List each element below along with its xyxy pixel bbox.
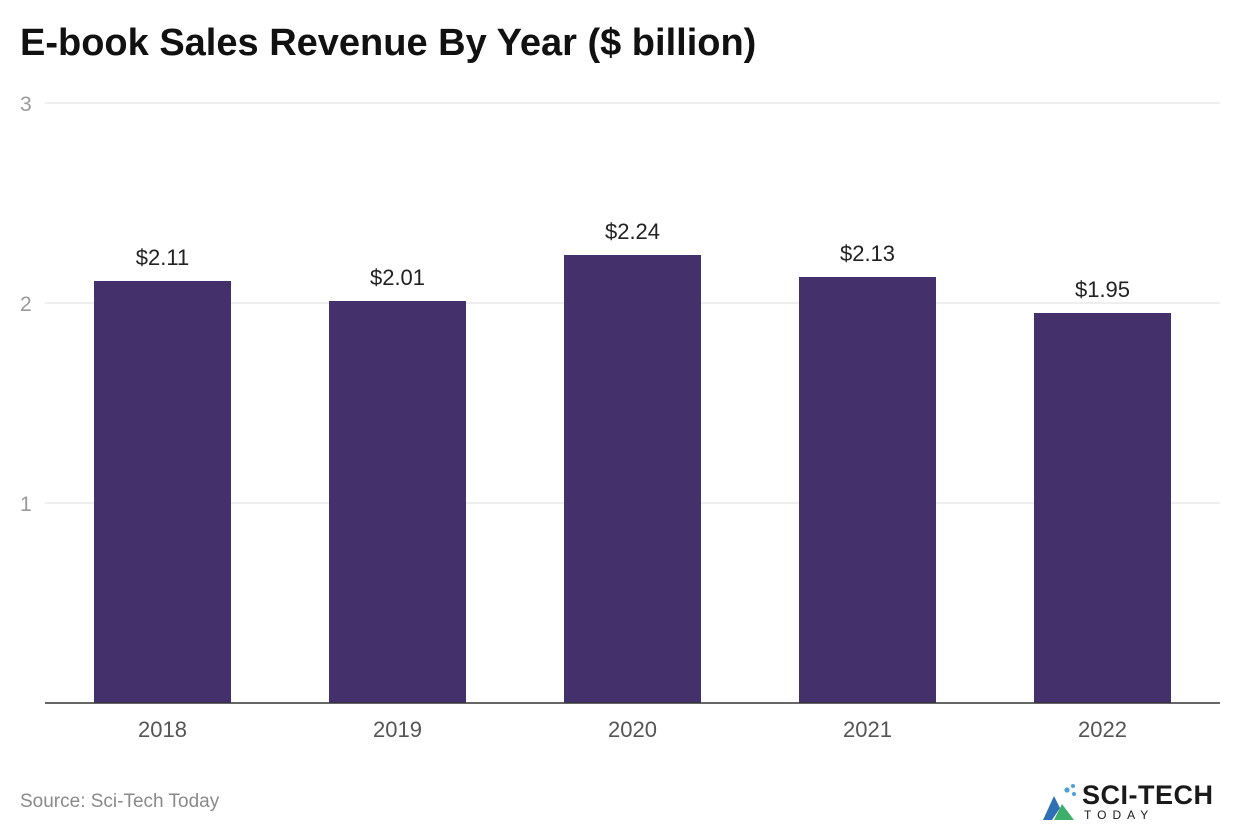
data-label: $2.11: [136, 245, 189, 270]
data-label: $1.95: [1075, 277, 1130, 302]
data-label: $2.13: [840, 241, 895, 266]
y-tick-label: 3: [20, 93, 32, 116]
chart-title: E-book Sales Revenue By Year ($ billion): [20, 22, 757, 64]
logo-triangle-left: [1043, 796, 1060, 820]
bar-2018: [94, 281, 231, 703]
logo-dot: [1072, 792, 1076, 796]
x-tick-label: 2018: [138, 717, 187, 742]
y-tick-label: 2: [20, 293, 32, 316]
logo-triangle-right: [1054, 804, 1074, 820]
x-tick-label: 2021: [843, 717, 892, 742]
bar-2021: [799, 277, 936, 703]
logo-dot: [1064, 787, 1070, 793]
y-axis-ticks: 1 2 3: [20, 93, 32, 516]
y-tick-label: 1: [20, 493, 32, 516]
x-tick-label: 2019: [373, 717, 422, 742]
bar-2022: [1034, 313, 1171, 703]
sci-tech-logo-icon: [1043, 784, 1076, 820]
bar-chart: 123 $2.11$2.01$2.24$2.13$1.95 2018 2019 20…: [20, 93, 1220, 742]
source-note: Source: Sci-Tech Today: [20, 791, 220, 812]
bar-2019: [329, 301, 466, 703]
data-labels: $2.11 $2.01 $2.24 $2.13 $1.95: [136, 219, 1130, 302]
bar-2020: [564, 255, 701, 703]
sci-tech-logo: SCI-TECH TODAY: [1040, 778, 1220, 826]
logo-subtitle: TODAY: [1084, 808, 1155, 822]
data-label: $2.24: [605, 219, 660, 244]
x-tick-label: 2020: [608, 717, 657, 742]
logo-dot: [1071, 784, 1075, 788]
logo-name: SCI-TECH: [1082, 780, 1214, 810]
data-label: $2.01: [370, 265, 425, 290]
x-axis-labels: 2018 2019 2020 2021 2022: [138, 717, 1127, 742]
bars: [94, 255, 1171, 703]
x-tick-label: 2022: [1078, 717, 1127, 742]
